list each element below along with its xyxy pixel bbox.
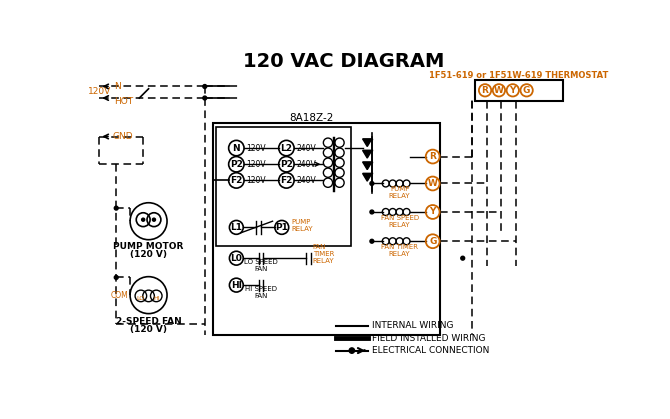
Text: Y: Y [429, 207, 436, 217]
Text: L1: L1 [230, 223, 243, 232]
Circle shape [370, 210, 374, 214]
Text: N: N [232, 144, 240, 153]
Text: PUMP
RELAY: PUMP RELAY [292, 219, 314, 232]
Text: G: G [523, 86, 531, 95]
Text: W: W [494, 86, 504, 95]
Bar [216, 127, 351, 246]
Text: LO SPEED
FAN: LO SPEED FAN [244, 259, 278, 272]
Circle shape [370, 181, 374, 186]
Circle shape [349, 348, 354, 353]
Text: 240V: 240V [296, 144, 316, 153]
Text: L0: L0 [230, 253, 243, 263]
Text: R: R [482, 86, 488, 95]
Text: COM: COM [111, 291, 129, 300]
Text: GND: GND [113, 132, 133, 141]
Circle shape [203, 85, 207, 88]
Text: P2: P2 [230, 160, 243, 169]
Bar [475, 80, 563, 101]
Text: P2: P2 [280, 160, 293, 169]
Text: 240V: 240V [296, 160, 316, 169]
Text: FAN
TIMER
RELAY: FAN TIMER RELAY [313, 244, 334, 264]
Text: FAN SPEED
RELAY: FAN SPEED RELAY [381, 215, 419, 228]
Circle shape [461, 256, 465, 260]
Text: HOT: HOT [114, 97, 133, 106]
Circle shape [115, 206, 118, 210]
Circle shape [370, 239, 374, 243]
Text: F2: F2 [230, 176, 243, 185]
Text: HI SPEED
FAN: HI SPEED FAN [245, 286, 277, 299]
Text: 8A18Z-2: 8A18Z-2 [289, 113, 334, 123]
Text: INTERNAL WIRING: INTERNAL WIRING [372, 321, 454, 331]
Text: PUMP
RELAY: PUMP RELAY [389, 186, 411, 199]
Text: FIELD INSTALLED WIRING: FIELD INSTALLED WIRING [372, 334, 485, 343]
Text: P1: P1 [275, 223, 288, 232]
Circle shape [152, 218, 155, 221]
Text: F2: F2 [280, 176, 293, 185]
Text: FAN TIMER
RELAY: FAN TIMER RELAY [381, 244, 418, 257]
Text: (120 V): (120 V) [130, 250, 167, 259]
Text: 2-SPEED FAN: 2-SPEED FAN [116, 317, 182, 326]
Polygon shape [362, 150, 372, 158]
Text: R: R [429, 152, 436, 161]
Text: (120 V): (120 V) [130, 325, 167, 334]
Polygon shape [362, 162, 372, 170]
Text: HI: HI [153, 297, 160, 302]
Text: 240V: 240V [296, 176, 316, 185]
Circle shape [203, 96, 207, 100]
Text: 120V: 120V [88, 87, 111, 96]
Text: ELECTRICAL CONNECTION: ELECTRICAL CONNECTION [372, 346, 489, 355]
Bar [213, 124, 440, 335]
Polygon shape [362, 139, 372, 147]
Text: Y: Y [510, 86, 516, 95]
Circle shape [115, 276, 118, 279]
Circle shape [141, 218, 145, 221]
Text: HI: HI [231, 281, 242, 290]
Text: G: G [429, 237, 436, 246]
Text: 120V: 120V [247, 144, 266, 153]
Polygon shape [362, 173, 372, 181]
Text: 120V: 120V [247, 160, 266, 169]
Text: PUMP MOTOR: PUMP MOTOR [113, 242, 184, 251]
Text: 1F51-619 or 1F51W-619 THERMOSTAT: 1F51-619 or 1F51W-619 THERMOSTAT [429, 71, 608, 80]
Text: N: N [114, 82, 121, 91]
Text: L2: L2 [280, 144, 292, 153]
Text: 120 VAC DIAGRAM: 120 VAC DIAGRAM [243, 52, 444, 70]
Text: LO: LO [136, 297, 144, 302]
Text: W: W [427, 179, 438, 188]
Text: 120V: 120V [247, 176, 266, 185]
